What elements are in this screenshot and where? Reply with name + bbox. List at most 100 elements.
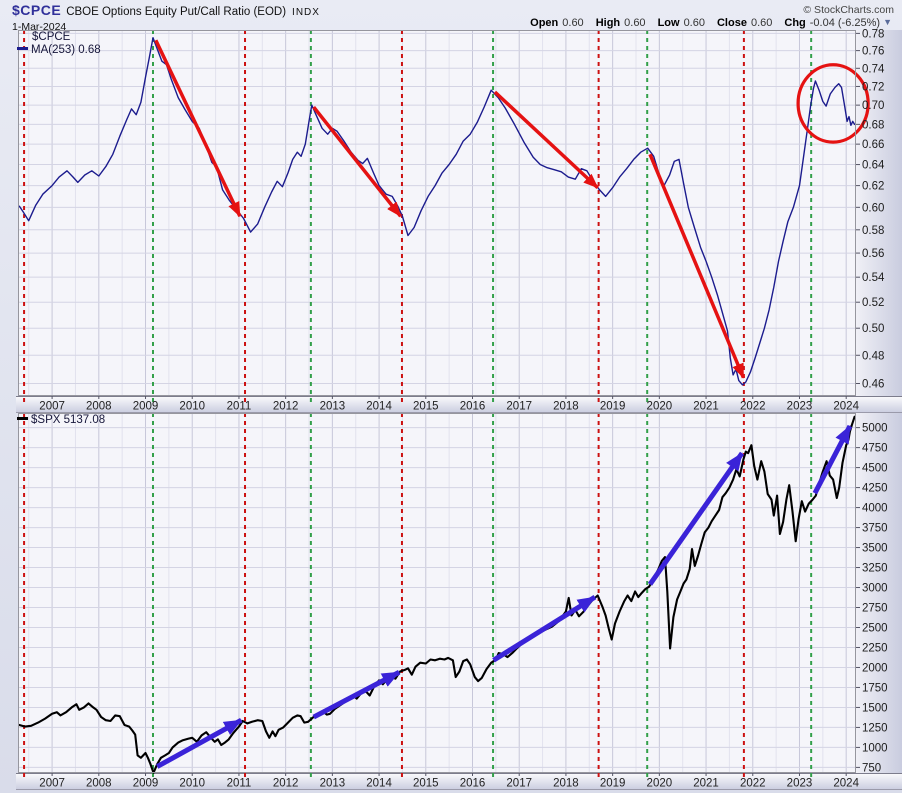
spx-x-axis-labels: 2007 2008 2009 2010 2011 2012 2013 2014 2015 2016… [39, 773, 860, 790]
header-title-row: $CPCE CBOE Options Equity Put/Call Ratio … [12, 2, 894, 18]
svg-text:2009: 2009 [133, 778, 159, 790]
high-label: High [595, 17, 621, 29]
svg-text:2008: 2008 [86, 401, 112, 413]
svg-text:1750: 1750 [862, 682, 888, 694]
high-value: 0.60 [624, 17, 646, 29]
x-axis-strip [16, 773, 902, 790]
svg-text:4250: 4250 [862, 483, 888, 495]
svg-text:2023: 2023 [787, 401, 813, 413]
advance-arrow [312, 670, 401, 720]
spx-legend-text: $SPX 5137.08 [31, 414, 106, 426]
spx-price-line [18, 415, 856, 774]
svg-text:0.56: 0.56 [862, 248, 884, 260]
svg-text:2013: 2013 [320, 778, 346, 790]
svg-text:0.78: 0.78 [862, 28, 884, 40]
spx-line-swatch-icon [17, 417, 28, 420]
cpce-legend-ma-text: MA(253) 0.68 [31, 44, 101, 56]
ma-line-swatch-icon [17, 47, 28, 50]
chg-dropdown-icon[interactable]: ▼ [883, 17, 892, 27]
svg-text:0.52: 0.52 [862, 297, 884, 309]
svg-text:0.66: 0.66 [862, 139, 884, 151]
decline-arrow [493, 90, 599, 190]
svg-text:0.70: 0.70 [862, 100, 884, 112]
cpce-panel [18, 30, 870, 404]
svg-text:3000: 3000 [862, 583, 888, 595]
svg-text:2012: 2012 [273, 778, 299, 790]
svg-text:4000: 4000 [862, 503, 888, 515]
svg-text:0.64: 0.64 [862, 160, 885, 172]
svg-text:2007: 2007 [39, 778, 65, 790]
svg-text:0.54: 0.54 [862, 272, 885, 284]
cpce-legend-symbol-text: $CPCE [32, 31, 71, 43]
svg-text:2010: 2010 [179, 401, 205, 413]
decline-arrow [648, 153, 746, 379]
svg-text:2020: 2020 [647, 778, 673, 790]
svg-text:1250: 1250 [862, 722, 888, 734]
header-quote-row: 1-Mar-2024 Open 0.60 High 0.60 Low 0.60 Close 0… [12, 17, 892, 33]
svg-text:0.48: 0.48 [862, 350, 884, 362]
spx-y-axis-labels: 5000 4750 4500 4250 4000 3750 3500 3250 3000 2750… [856, 423, 888, 774]
ohlc-row: Open 0.60 High 0.60 Low 0.60 Close 0.60 Chg -0.04… [530, 17, 892, 29]
svg-text:2020: 2020 [647, 401, 673, 413]
svg-text:3250: 3250 [862, 563, 888, 575]
svg-text:2022: 2022 [740, 778, 766, 790]
highlight-circle [796, 63, 870, 144]
svg-text:2021: 2021 [693, 778, 719, 790]
svg-text:3500: 3500 [862, 543, 888, 555]
low-value: 0.60 [683, 17, 705, 29]
advance-arrow [647, 451, 745, 586]
svg-text:2000: 2000 [862, 662, 888, 674]
svg-text:2023: 2023 [787, 778, 813, 790]
svg-text:0.72: 0.72 [862, 81, 884, 93]
svg-text:2024: 2024 [833, 401, 859, 413]
cpce-y-axis-labels: 0.78 0.76 0.74 0.72 0.70 0.68 0.66 0.64 0.62 0.60… [856, 28, 885, 390]
svg-text:5000: 5000 [862, 423, 888, 435]
svg-text:2013: 2013 [320, 401, 346, 413]
svg-text:2019: 2019 [600, 778, 626, 790]
svg-text:4750: 4750 [862, 443, 888, 455]
svg-text:1000: 1000 [862, 742, 888, 754]
svg-text:0.46: 0.46 [862, 378, 884, 390]
cpce-trend-arrows [154, 39, 746, 379]
symbol-title: $CPCE [12, 2, 62, 18]
spx-legend: $SPX 5137.08 [17, 414, 105, 426]
svg-text:2017: 2017 [506, 778, 532, 790]
exchange-label: INDX [292, 7, 320, 18]
svg-text:0.74: 0.74 [862, 63, 885, 75]
svg-text:2011: 2011 [227, 778, 252, 790]
svg-text:4500: 4500 [862, 463, 888, 475]
cpce-legend-ma: MA(253) 0.68 [17, 44, 101, 56]
svg-text:2010: 2010 [179, 778, 205, 790]
svg-text:2024: 2024 [833, 778, 859, 790]
svg-text:2017: 2017 [506, 401, 532, 413]
advance-arrow [812, 424, 853, 495]
svg-text:2011: 2011 [227, 401, 252, 413]
x-axis-strip [16, 396, 902, 413]
open-value: 0.60 [562, 17, 584, 29]
svg-text:3750: 3750 [862, 523, 888, 535]
chg-label: Chg [784, 17, 806, 29]
svg-text:2008: 2008 [86, 778, 112, 790]
spx-panel [18, 413, 856, 781]
chg-value: -0.04 (-6.25%) [809, 17, 881, 29]
quote-date: 1-Mar-2024 [12, 21, 67, 33]
svg-text:2250: 2250 [862, 642, 888, 654]
svg-text:0.60: 0.60 [862, 202, 884, 214]
cpce-legend-symbol: $CPCE [32, 31, 70, 43]
svg-text:0.50: 0.50 [862, 323, 884, 335]
svg-text:2750: 2750 [862, 603, 888, 615]
svg-text:2019: 2019 [600, 401, 626, 413]
svg-text:2007: 2007 [39, 401, 65, 413]
advance-arrow [155, 718, 243, 769]
svg-text:2022: 2022 [740, 401, 766, 413]
svg-text:2009: 2009 [133, 401, 159, 413]
svg-text:2018: 2018 [553, 401, 579, 413]
svg-text:2014: 2014 [366, 401, 392, 413]
svg-text:0.76: 0.76 [862, 46, 884, 58]
decline-arrow [154, 39, 242, 218]
open-label: Open [530, 17, 559, 29]
close-label: Close [716, 17, 747, 29]
svg-text:0.62: 0.62 [862, 181, 884, 193]
